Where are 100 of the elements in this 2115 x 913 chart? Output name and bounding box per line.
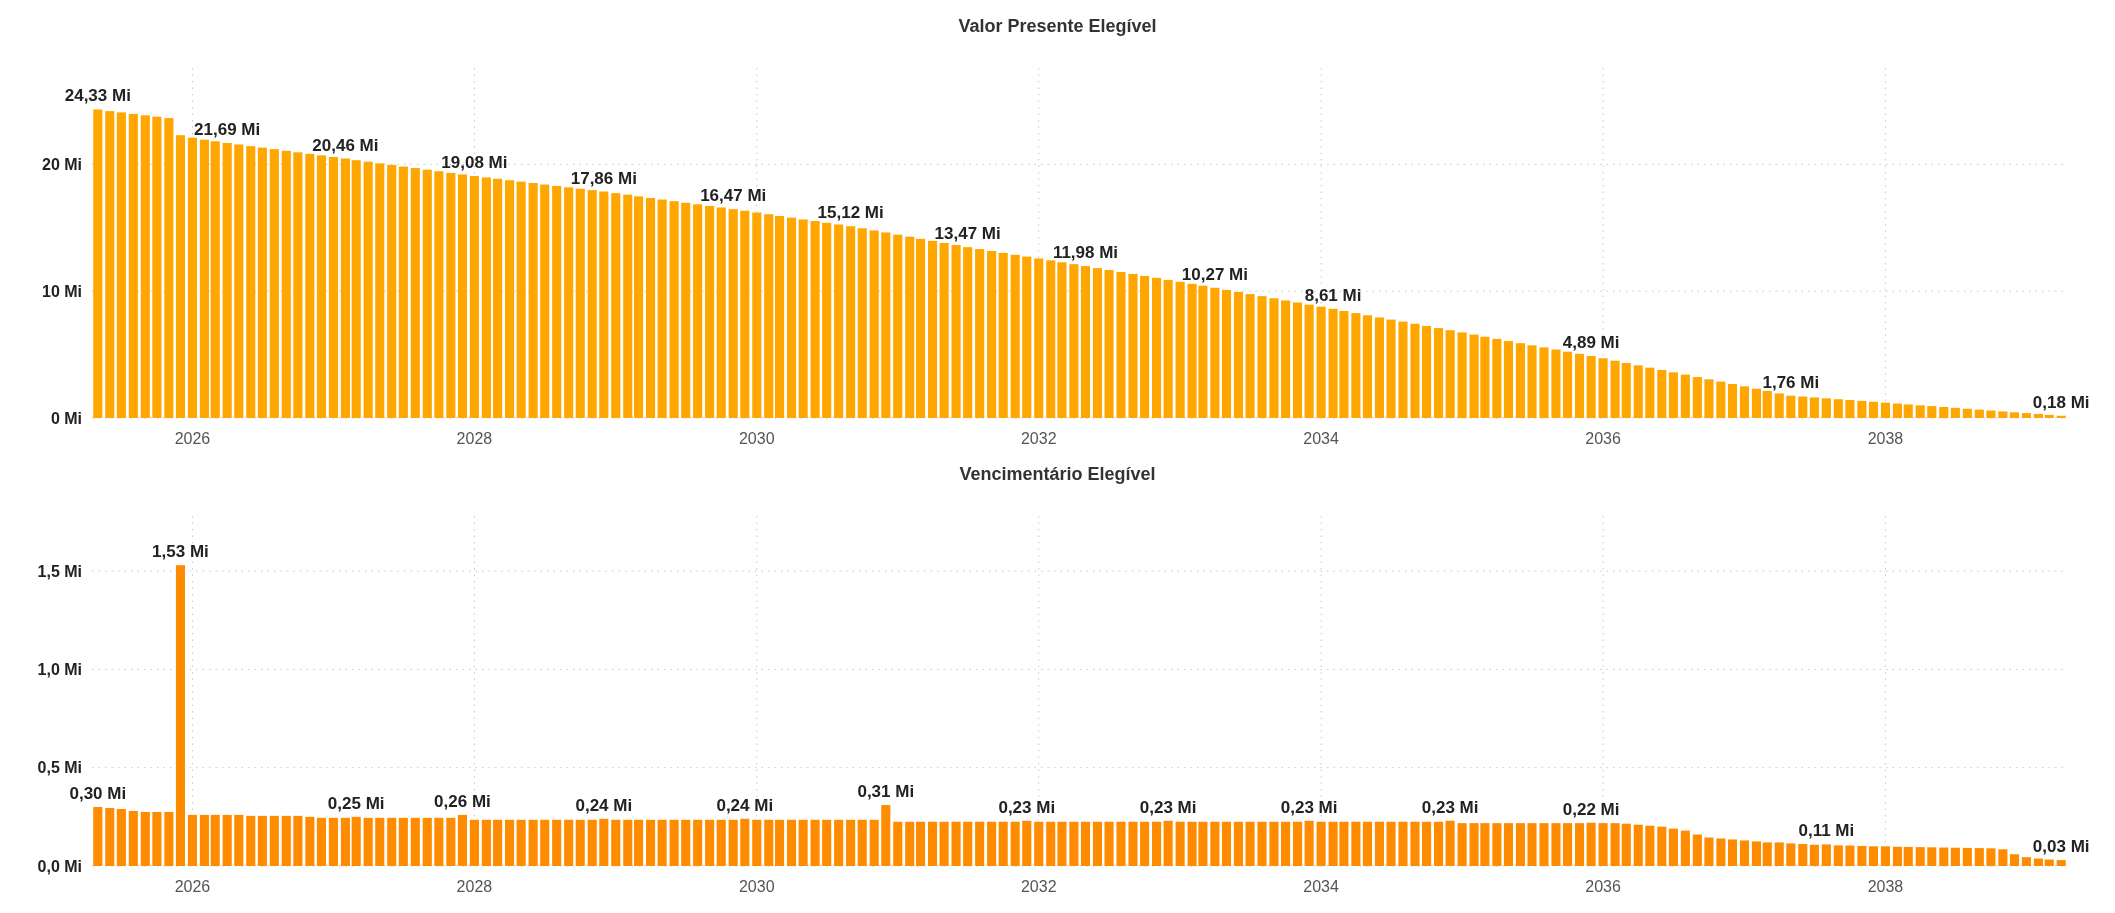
bar xyxy=(1551,349,1561,418)
bar xyxy=(1092,268,1103,418)
bar xyxy=(1034,258,1044,418)
bar xyxy=(1233,291,1243,418)
bar xyxy=(1950,847,1960,866)
bar xyxy=(939,821,949,866)
bar xyxy=(434,817,444,866)
bar xyxy=(1880,846,1890,866)
bar xyxy=(1939,406,1949,418)
bar xyxy=(1657,369,1667,418)
bar xyxy=(1692,834,1702,866)
bar xyxy=(1950,407,1960,418)
bar xyxy=(2033,413,2043,418)
x-tick-label: 2032 xyxy=(1020,878,1057,895)
bar xyxy=(316,817,326,866)
bar xyxy=(716,819,726,866)
bar xyxy=(822,222,832,418)
bar xyxy=(564,187,574,418)
bar xyxy=(1998,411,2008,418)
bar xyxy=(2033,858,2043,866)
bar xyxy=(1386,821,1396,866)
y-tick-label: 1,0 Mi xyxy=(37,660,82,678)
bar xyxy=(257,147,267,418)
bar xyxy=(1915,847,1925,866)
bar xyxy=(1163,279,1173,418)
bar xyxy=(93,109,103,418)
bar xyxy=(340,158,350,418)
bar xyxy=(1786,395,1796,418)
data-label: 0,25 Mi xyxy=(327,793,385,813)
bar xyxy=(1069,821,1079,866)
bar xyxy=(516,181,526,418)
bar xyxy=(116,112,126,418)
bar xyxy=(681,202,691,418)
data-label: 17,86 Mi xyxy=(570,168,637,188)
bar xyxy=(1351,313,1361,418)
bar xyxy=(1492,338,1502,418)
bar xyxy=(669,201,679,418)
bar xyxy=(434,171,444,418)
bar xyxy=(1269,821,1279,866)
bar xyxy=(1140,275,1150,418)
bar xyxy=(363,817,373,866)
bar xyxy=(1857,400,1867,418)
data-label: 19,08 Mi xyxy=(441,153,508,173)
bar xyxy=(1410,323,1420,418)
bar xyxy=(210,141,220,418)
x-tick-label: 2028 xyxy=(456,878,493,895)
bar xyxy=(1293,821,1303,866)
bar xyxy=(611,193,621,418)
bar xyxy=(1998,849,2008,866)
bar xyxy=(552,819,562,866)
bar xyxy=(1868,401,1879,418)
bar xyxy=(1892,403,1902,418)
bar xyxy=(587,819,597,866)
bar xyxy=(1374,317,1384,418)
bar xyxy=(540,184,550,418)
bar xyxy=(881,232,891,418)
bar xyxy=(1598,823,1608,866)
bar xyxy=(846,226,856,418)
y-tick-label: 10 Mi xyxy=(41,282,82,300)
bar xyxy=(140,811,150,866)
bar xyxy=(1633,824,1643,866)
y-tick-label: 0 Mi xyxy=(50,409,82,427)
bar xyxy=(2009,412,2020,418)
bar xyxy=(1527,823,1537,866)
bar xyxy=(1445,820,1455,866)
bar xyxy=(1281,300,1291,418)
bar xyxy=(963,821,973,866)
bar xyxy=(1210,287,1220,418)
y-tick-label: 0,5 Mi xyxy=(37,759,82,777)
bar xyxy=(939,243,949,418)
bar xyxy=(1057,821,1067,866)
bar xyxy=(1152,821,1162,866)
bar xyxy=(493,178,503,418)
data-label: 0,11 Mi xyxy=(1798,821,1855,841)
bar xyxy=(398,166,408,418)
bar xyxy=(387,164,397,418)
bar xyxy=(2009,854,2020,866)
data-label: 10,27 Mi xyxy=(1181,264,1248,284)
bar xyxy=(1422,325,1432,418)
x-tick-label: 2030 xyxy=(738,878,775,895)
data-label: 0,03 Mi xyxy=(2032,837,2090,857)
x-tick-label: 2028 xyxy=(456,430,493,447)
bar xyxy=(963,247,973,418)
bar xyxy=(681,819,691,866)
bar xyxy=(128,113,138,418)
bar xyxy=(375,817,385,866)
bar xyxy=(152,811,162,866)
bar xyxy=(716,207,726,418)
y-tick-label: 20 Mi xyxy=(41,155,82,173)
bar xyxy=(1821,844,1831,866)
bar xyxy=(1128,273,1138,418)
bar xyxy=(1092,821,1103,866)
data-label: 16,47 Mi xyxy=(700,186,767,206)
bar xyxy=(1539,823,1549,866)
data-label: 0,24 Mi xyxy=(716,795,774,815)
x-tick-label: 2036 xyxy=(1585,878,1621,895)
bar xyxy=(469,176,479,418)
data-label: 11,98 Mi xyxy=(1052,243,1119,263)
bar xyxy=(363,161,373,418)
bar xyxy=(893,821,903,866)
